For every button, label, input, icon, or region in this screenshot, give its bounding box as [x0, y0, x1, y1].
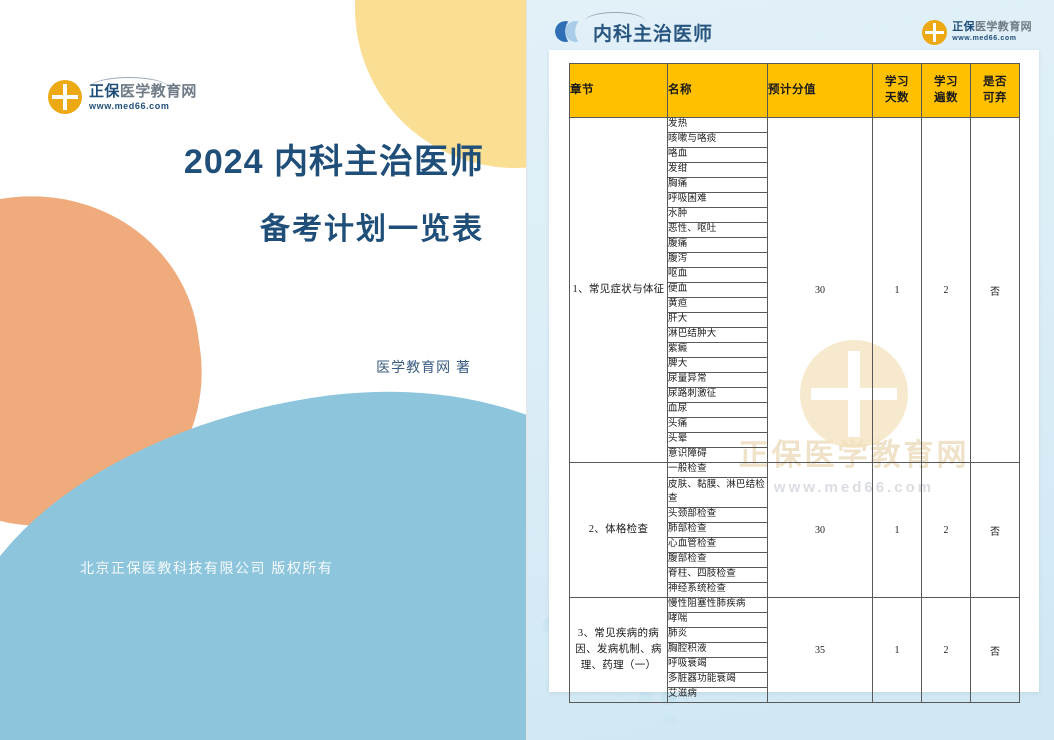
table-row: 皮肤、黏膜、淋巴结检查 [570, 477, 1020, 508]
column-header-times: 学习 遍数 [921, 63, 971, 118]
cell-name: 哮喘 [667, 612, 768, 628]
cover-title-secondary: 备考计划一览表 [260, 212, 484, 246]
cell-score: 35 [767, 597, 873, 703]
double-crescent-icon [555, 20, 586, 44]
cell-name: 慢性阻塞性肺疾病 [667, 597, 768, 613]
cell-name: 神经系统检查 [667, 582, 768, 598]
brand-name: 正保医学教育网 [88, 77, 197, 99]
cell-name: 便血 [667, 282, 768, 298]
cell-name: 呼吸困难 [667, 192, 768, 208]
cell-name: 咳嗽与咯痰 [667, 132, 768, 148]
cover-title-block: 2024 内科主治医师 备考计划一览表 [0, 140, 484, 248]
table-row: 呼吸衰竭 [570, 657, 1020, 673]
cell-skip: 否 [970, 597, 1020, 703]
cell-name: 腹泻 [667, 252, 768, 268]
cover-copyright: 北京正保医教科技有限公司 版权所有 [80, 560, 334, 576]
cell-name: 胸痛 [667, 177, 768, 193]
cell-name: 黄疸 [667, 297, 768, 313]
table-head: 章节 名称 预计分值 学习 天数 学习 遍数 是否 可 [569, 63, 1020, 118]
cell-name: 头晕 [667, 432, 768, 448]
cover-title-primary: 2024 内科主治医师 [183, 143, 484, 181]
cell-skip: 否 [970, 117, 1020, 463]
cell-name: 尿路刺激征 [667, 387, 768, 403]
cell-name: 肝大 [667, 312, 768, 328]
cell-days: 1 [872, 597, 922, 703]
cell-name: 呼吸衰竭 [667, 657, 768, 673]
brand-name: 正保医学教育网 [585, 12, 1032, 33]
table-row: 3、常见疾病的病因、发病机制、病理、药理（一） 慢性阻塞性肺疾病 35 1 2 否 [569, 597, 1020, 703]
cell-name: 艾滋病 [667, 687, 768, 703]
cell-times: 2 [921, 597, 971, 703]
cell-name: 多脏器功能衰竭 [667, 672, 768, 688]
cell-name: 肺炎 [667, 627, 768, 643]
table-row: 艾滋病 [570, 687, 1020, 703]
column-header-skip: 是否 可弃 [970, 63, 1020, 118]
cell-name: 发绀 [667, 162, 768, 178]
swoosh-arc-icon [585, 12, 645, 21]
cell-chapter: 3、常见疾病的病因、发病机制、病理、药理（一） [569, 597, 668, 703]
brand-url: www.med66.com [952, 35, 1017, 42]
cell-times: 2 [921, 117, 971, 463]
cell-days: 1 [872, 117, 922, 463]
brand-wordmark: 正保医学教育网 www.med66.com [585, 12, 1032, 42]
cell-chapter: 2、体格检查 [569, 462, 668, 598]
table-body: 1、常见症状与体征 发热 30 1 2 否咳嗽与咯痰 咯血 发绀 胸痛 呼吸困难 水肿 恶性、呕吐 腹痛… [569, 117, 1020, 703]
table-row: 意识障碍 [570, 447, 1020, 463]
cell-name: 皮肤、黏膜、淋巴结检查 [667, 477, 768, 508]
cell-name: 腹部检查 [667, 552, 768, 568]
cell-name: 胸腔积液 [667, 642, 768, 658]
cover-page: 正保医学教育网 www.med66.com 2024 内科主治医师 备考计划一览… [0, 0, 527, 740]
cell-name: 肺部检查 [667, 522, 768, 538]
cell-name: 呕血 [667, 267, 768, 283]
cell-name: 意识障碍 [667, 447, 768, 463]
cell-name: 一般检查 [667, 462, 768, 478]
cover-brand-logo: 正保医学教育网 www.med66.com [48, 77, 197, 114]
cell-name: 头痛 [667, 417, 768, 433]
study-plan-table: 章节 名称 预计分值 学习 天数 学习 遍数 是否 可 [569, 63, 1020, 703]
medical-cross-circle-icon [922, 19, 948, 45]
cell-name: 头颈部检查 [667, 507, 768, 523]
column-header-chapter: 章节 [569, 63, 668, 118]
cell-name: 淋巴结肿大 [667, 327, 768, 343]
cell-name: 咯血 [667, 147, 768, 163]
brand-wordmark: 正保医学教育网 www.med66.com [88, 77, 197, 111]
swoosh-arc-icon [88, 77, 170, 89]
plan-table-page: 内科主治医师 正保医学教育网 www.med66.com 正保医学教育网 www… [527, 0, 1054, 740]
cell-name: 尿量异常 [667, 372, 768, 388]
cell-score: 30 [767, 462, 873, 598]
page-title: 内科主治医师 [593, 23, 714, 45]
cell-name: 恶性、呕吐 [667, 222, 768, 238]
cell-name: 紫癜 [667, 342, 768, 358]
cell-name: 发热 [667, 117, 768, 133]
cell-times: 2 [921, 462, 971, 598]
cell-score: 30 [767, 117, 873, 463]
page-header: 内科主治医师 正保医学教育网 www.med66.com [555, 12, 1032, 50]
cell-chapter: 1、常见症状与体征 [569, 117, 668, 463]
cell-skip: 否 [970, 462, 1020, 598]
table-row: 2、体格检查 一般检查 30 1 2 否 [569, 462, 1020, 598]
cell-name: 脾大 [667, 357, 768, 373]
cell-name: 血尿 [667, 402, 768, 418]
column-header-score: 预计分值 [767, 63, 873, 118]
table-row: 1、常见症状与体征 发热 30 1 2 否 [569, 117, 1020, 463]
cell-name: 脊柱、四肢检查 [667, 567, 768, 583]
cell-name: 水肿 [667, 207, 768, 223]
header-brand-logo: 正保医学教育网 www.med66.com [585, 12, 1032, 45]
cell-days: 1 [872, 462, 922, 598]
cover-author: 医学教育网 著 [376, 359, 471, 375]
cell-name: 心血管检查 [667, 537, 768, 553]
cell-name: 腹痛 [667, 237, 768, 253]
table-header-row: 章节 名称 预计分值 学习 天数 学习 遍数 是否 可 [569, 63, 1020, 118]
content-card: 正保医学教育网 www.med66.com 章节 名称 预计分值 学习 天数 学 [549, 50, 1039, 703]
medical-cross-circle-icon [48, 80, 82, 114]
brand-url: www.med66.com [89, 100, 170, 111]
column-header-name: 名称 [667, 63, 768, 118]
column-header-days: 学习 天数 [872, 63, 922, 118]
